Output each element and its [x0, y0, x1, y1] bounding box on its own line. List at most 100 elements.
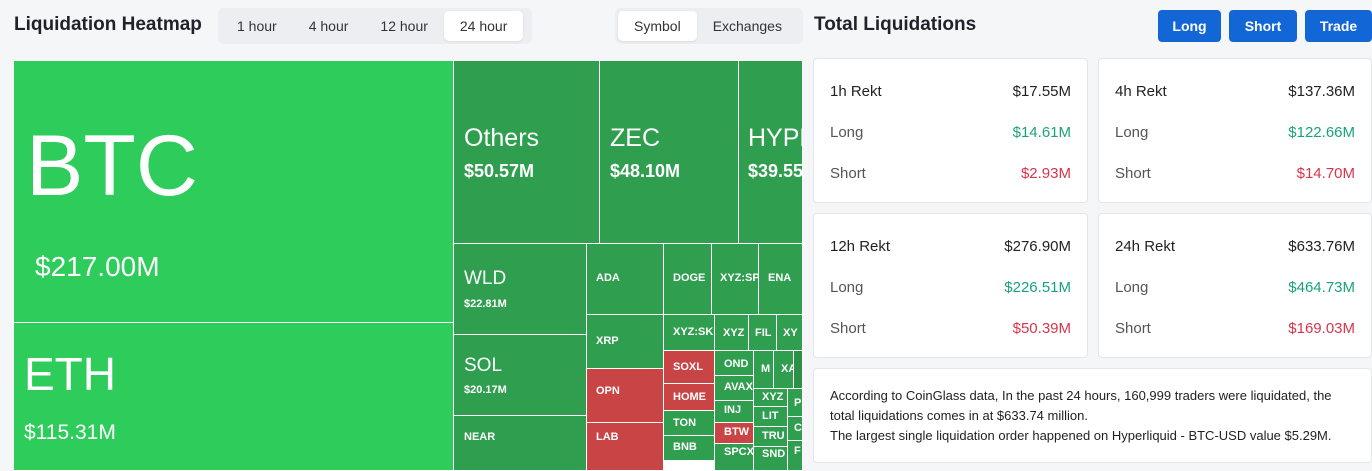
cell-symbol: XY — [783, 327, 798, 339]
heatmap-cell-f[interactable]: F — [788, 441, 803, 471]
cell-symbol: XA — [781, 363, 793, 375]
cell-symbol: M — [761, 363, 771, 375]
heatmap-cell-m[interactable]: M — [754, 351, 774, 389]
time-option-12h[interactable]: 12 hour — [380, 18, 428, 34]
card-long-value: $122.66M — [1288, 124, 1355, 141]
heatmap-cell-ondo[interactable]: OND — [715, 351, 754, 376]
group-option-symbol[interactable]: Symbol — [618, 11, 697, 41]
liquidation-heatmap: BTC $217.00M ETH $115.31M Others $50.57M… — [14, 61, 803, 471]
card-long-value: $14.61M — [1012, 124, 1071, 141]
time-range-selector: 1 hour 4 hour 12 hour 24 hour — [218, 8, 532, 44]
card-period: 24h Rekt — [1115, 238, 1176, 255]
heatmap-cell-xyz-sk[interactable]: XYZ:SK — [664, 315, 715, 351]
cell-symbol: LAB — [596, 431, 619, 443]
cell-symbol: WLD — [464, 268, 507, 289]
heatmap-cell-others[interactable]: Others $50.57M — [454, 61, 600, 244]
heatmap-cell-xyz-sp[interactable]: XYZ:SP — [712, 244, 759, 315]
total-liquidations-title: Total Liquidations — [814, 14, 977, 35]
heatmap-cell-avax[interactable]: AVAX — [715, 376, 754, 401]
heatmap-title: Liquidation Heatmap — [14, 14, 202, 35]
cell-symbol: AVAX — [724, 381, 753, 393]
cell-symbol: SOXL — [673, 361, 703, 373]
card-long-label: Long — [1115, 124, 1149, 141]
heatmap-cell-ada[interactable]: ADA — [587, 244, 664, 315]
cell-symbol: BTC — [26, 118, 198, 214]
heatmap-cell-tru[interactable]: TRU — [754, 427, 788, 447]
heatmap-cell-btw[interactable]: BTW — [715, 423, 754, 444]
cell-value: $50.57M — [464, 161, 535, 181]
heatmap-cell-fil[interactable]: FIL — [749, 315, 777, 351]
trade-button[interactable]: Trade — [1305, 10, 1372, 42]
heatmap-cell-lab[interactable]: LAB — [587, 423, 664, 471]
card-total: $137.36M — [1288, 83, 1355, 100]
heatmap-cell-zec[interactable]: ZEC $48.10M — [600, 61, 739, 244]
liquidation-summary: According to CoinGlass data, In the past… — [813, 368, 1372, 463]
heatmap-cell-bnb[interactable]: BNB — [664, 436, 715, 461]
heatmap-cell-xrp[interactable]: XRP — [587, 315, 664, 369]
cell-value: $39.55 — [748, 161, 803, 181]
cell-symbol: HOME — [673, 391, 706, 403]
cell-symbol: ENA — [768, 272, 792, 284]
heatmap-cell-p[interactable]: P — [788, 389, 803, 417]
heatmap-cell-hype[interactable]: HYPE $39.55 — [739, 61, 803, 244]
heatmap-cell-home[interactable]: HOME — [664, 384, 715, 411]
time-option-1h[interactable]: 1 hour — [237, 18, 277, 34]
heatmap-cell-btc[interactable]: BTC $217.00M — [14, 61, 454, 323]
time-option-4h[interactable]: 4 hour — [308, 18, 349, 34]
heatmap-cell-soxl[interactable]: SOXL — [664, 351, 715, 384]
rekt-card-4h: 4h Rekt $137.36M Long $122.66M Short $14… — [1098, 58, 1372, 203]
card-short-label: Short — [830, 320, 866, 337]
card-period: 1h Rekt — [830, 83, 882, 100]
group-by-selector: Symbol Exchanges — [615, 8, 803, 44]
card-short-value: $169.03M — [1288, 320, 1355, 337]
heatmap-cell-spcx[interactable]: SPCX — [715, 444, 754, 471]
heatmap-cell-snd[interactable]: SND — [754, 447, 788, 471]
cell-value: $20.17M — [464, 384, 507, 396]
time-option-24h[interactable]: 24 hour — [443, 11, 524, 41]
heatmap-cell-xyz-b[interactable]: XYZ — [754, 389, 788, 407]
cell-symbol: OND — [724, 358, 749, 370]
heatmap-cell-lit[interactable]: LIT — [754, 407, 788, 427]
heatmap-cell-tiny[interactable] — [794, 351, 803, 389]
cell-symbol: BTW — [724, 426, 750, 438]
cell-symbol: F — [794, 445, 801, 457]
cell-value: $48.10M — [610, 161, 681, 181]
rekt-card-24h: 24h Rekt $633.76M Long $464.73M Short $1… — [1098, 213, 1372, 358]
cell-symbol: SND — [762, 448, 786, 460]
rekt-card-12h: 12h Rekt $276.90M Long $226.51M Short $5… — [813, 213, 1088, 358]
cell-symbol: BNB — [673, 441, 697, 453]
heatmap-cell-opn[interactable]: OPN — [587, 369, 664, 423]
cell-symbol: XRP — [596, 335, 619, 347]
cell-symbol: INJ — [724, 404, 742, 416]
heatmap-cell-ena[interactable]: ENA — [759, 244, 803, 315]
card-long-value: $464.73M — [1288, 279, 1355, 296]
cell-symbol: XYZ:SK — [673, 326, 714, 338]
card-period: 12h Rekt — [830, 238, 891, 255]
cell-symbol: ADA — [596, 272, 620, 284]
heatmap-cell-near[interactable]: NEAR — [454, 416, 587, 471]
card-total: $17.55M — [1012, 83, 1071, 100]
cell-symbol: ETH — [24, 348, 116, 400]
card-short-label: Short — [1115, 165, 1151, 182]
card-short-value: $50.39M — [1012, 320, 1071, 337]
short-button[interactable]: Short — [1229, 10, 1297, 42]
heatmap-cell-inj[interactable]: INJ — [715, 401, 754, 423]
heatmap-cell-xa[interactable]: XA — [774, 351, 794, 389]
cell-symbol: P — [794, 397, 802, 409]
heatmap-cell-ton[interactable]: TON — [664, 411, 715, 436]
card-total: $633.76M — [1288, 238, 1355, 255]
heatmap-cell-xyz-a[interactable]: XYZ — [715, 315, 749, 351]
group-option-exchanges[interactable]: Exchanges — [712, 18, 782, 34]
cell-symbol: LIT — [762, 410, 779, 422]
long-button[interactable]: Long — [1158, 10, 1221, 42]
heatmap-cell-doge[interactable]: DOGE — [664, 244, 712, 315]
heatmap-cell-eth[interactable]: ETH $115.31M — [14, 323, 454, 471]
heatmap-cell-sol[interactable]: SOL $20.17M — [454, 335, 587, 416]
heatmap-cell-xy[interactable]: XY — [777, 315, 803, 351]
cell-symbol: ZEC — [610, 124, 660, 152]
card-short-label: Short — [830, 165, 866, 182]
heatmap-cell-wld[interactable]: WLD $22.81M — [454, 244, 587, 335]
rekt-card-1h: 1h Rekt $17.55M Long $14.61M Short $2.93… — [813, 58, 1088, 203]
cell-symbol: DOGE — [673, 272, 706, 284]
heatmap-cell-c[interactable]: C — [788, 417, 803, 441]
